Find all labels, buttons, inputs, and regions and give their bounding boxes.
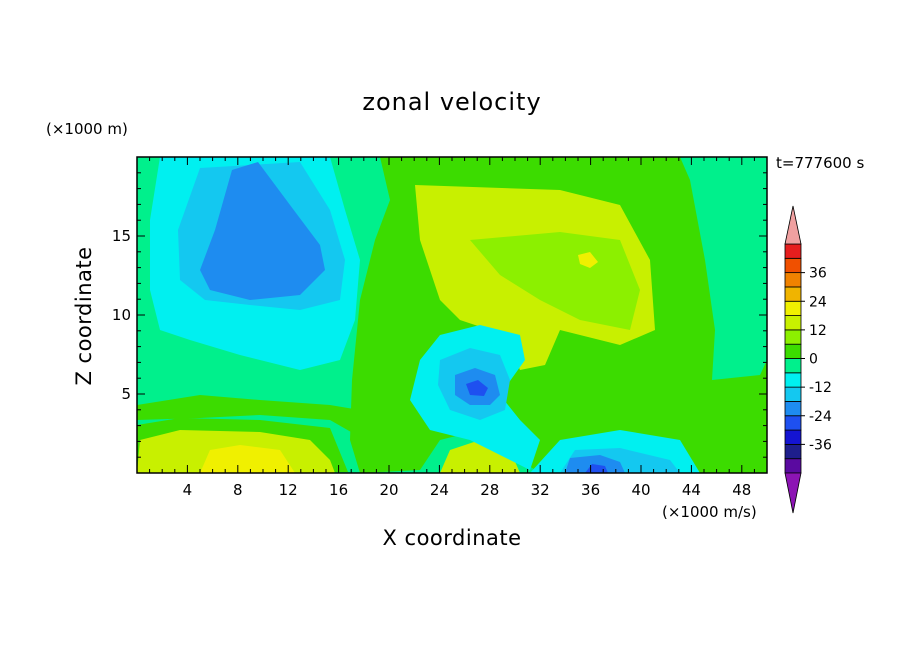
y-tick-label: 15 (112, 227, 131, 245)
time-label: t=777600 s (776, 154, 865, 172)
x-tick-label: 36 (581, 481, 600, 499)
x-tick-group: 4 8 12 16 20 24 28 32 36 40 44 48 (149, 157, 755, 499)
colorbar-segment (784, 458, 802, 474)
colorbar-segment (784, 386, 802, 402)
colorbar-tick-label: 0 (809, 352, 818, 368)
y-tick-group: 5 10 15 (112, 172, 767, 458)
x-tick-label: 24 (430, 481, 449, 499)
colorbar-segment (784, 243, 802, 259)
x-axis-label: X coordinate (382, 526, 522, 550)
colorbar-segment (784, 272, 802, 288)
x-tick-label: 40 (631, 481, 650, 499)
x-tick-label: 28 (480, 481, 499, 499)
x-tick-label: 48 (732, 481, 751, 499)
field-contour-negative-24 (466, 380, 608, 473)
y-axis-label: Z coordinate (72, 246, 96, 386)
x-tick-label: 20 (379, 481, 398, 499)
colorbar-segment (784, 401, 802, 417)
velocity-field (137, 157, 767, 473)
y-tick-label: 10 (112, 306, 131, 324)
y-axis-unit: (×1000 m) (46, 120, 128, 138)
colorbar-segment (784, 257, 802, 274)
colorbar-segment (784, 300, 802, 316)
colorbar-segment (784, 358, 802, 374)
colorbar-tick-label: -12 (809, 380, 832, 396)
colorbar-tick-label: -36 (809, 437, 832, 453)
colorbar-tick-label: 24 (809, 294, 827, 310)
field-contour-negative-18 (200, 162, 625, 473)
x-tick-label: 16 (329, 481, 348, 499)
y-tick-label: 5 (121, 385, 131, 403)
x-tick-label: 4 (183, 481, 193, 499)
colorbar-tick-label: 12 (809, 323, 827, 339)
colorbar-segment (784, 315, 802, 331)
x-tick-label: 12 (279, 481, 298, 499)
x-axis-unit: (×1000 m/s) (662, 503, 757, 521)
colorbar-under-arrow (784, 472, 802, 514)
colorbar-segment (784, 329, 802, 345)
colorbar-tick-label: 36 (809, 266, 827, 282)
colorbar-segment (784, 415, 802, 431)
colorbar: -36 -24 -12 0 12 24 36 (784, 205, 832, 514)
colorbar-segment (784, 443, 802, 460)
field-contour-positive-18 (200, 252, 598, 473)
x-tick-label: 44 (682, 481, 701, 499)
x-tick-label: 32 (531, 481, 550, 499)
field-contour-positive-6 (470, 232, 640, 330)
colorbar-tick-label: -24 (809, 409, 832, 425)
colorbar-segment (784, 372, 802, 388)
chart-title: zonal velocity (362, 88, 542, 116)
x-tick-label: 8 (233, 481, 243, 499)
colorbar-segment (784, 286, 802, 302)
colorbar-segment (784, 343, 802, 359)
colorbar-segment (784, 429, 802, 445)
colorbar-over-arrow (784, 205, 802, 245)
